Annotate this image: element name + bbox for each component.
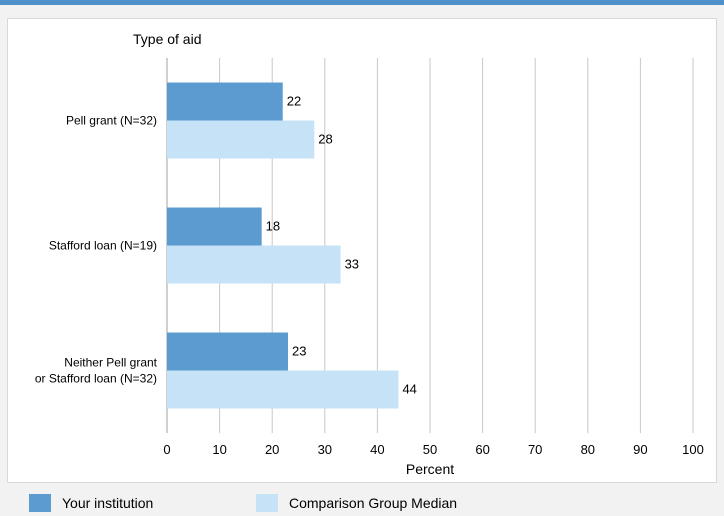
x-tick-label: 30 [318, 442, 332, 457]
x-tick-label: 90 [633, 442, 647, 457]
x-tick-labels: 0 10 20 30 40 50 60 70 80 90 100 [163, 442, 703, 457]
bar-value-label: 23 [292, 344, 306, 359]
x-axis-title: Percent [406, 461, 454, 477]
bar-value-label: 22 [287, 94, 301, 109]
bar [167, 370, 399, 409]
x-tick-label: 100 [682, 442, 704, 457]
top-accent-bar [0, 0, 724, 5]
category-label: Neither Pell grant [64, 356, 157, 370]
bar [167, 82, 283, 121]
legend-item-comparison-group-median: Comparison Group Median [256, 494, 457, 512]
bar [167, 120, 315, 159]
category-label: Stafford loan (N=19) [49, 239, 157, 253]
x-tick-label: 70 [528, 442, 542, 457]
bars [167, 82, 399, 409]
legend-swatch [29, 494, 51, 512]
bar [167, 207, 262, 246]
legend-label: Comparison Group Median [289, 495, 458, 511]
category-label: Pell grant (N=32) [66, 114, 157, 128]
bar-value-label: 33 [345, 257, 359, 272]
bar [167, 245, 341, 284]
category-label: or Stafford loan (N=32) [35, 372, 157, 386]
y-axis-title: Type of aid [133, 31, 202, 47]
x-tick-label: 50 [423, 442, 437, 457]
x-tick-label: 80 [581, 442, 595, 457]
bar [167, 332, 288, 371]
legend-label: Your institution [62, 495, 154, 511]
value-labels: 22 28 18 33 23 44 [266, 94, 417, 397]
x-tick-label: 20 [265, 442, 279, 457]
bar-value-label: 18 [266, 219, 280, 234]
bar-chart: Type of aid 22 28 18 33 23 44 Pell grant (N=3… [35, 31, 704, 477]
category-labels: Pell grant (N=32) Stafford loan (N=19) Nei… [35, 114, 158, 386]
legend-swatch [256, 494, 278, 512]
bar-value-label: 28 [318, 132, 332, 147]
x-tick-label: 60 [475, 442, 489, 457]
x-tick-label: 0 [163, 442, 170, 457]
bar-value-label: 44 [402, 382, 416, 397]
legend-item-your-institution: Your institution [29, 494, 153, 512]
x-tick-label: 10 [212, 442, 226, 457]
x-tick-label: 40 [370, 442, 384, 457]
legend: Your institution Comparison Group Median [0, 490, 724, 516]
